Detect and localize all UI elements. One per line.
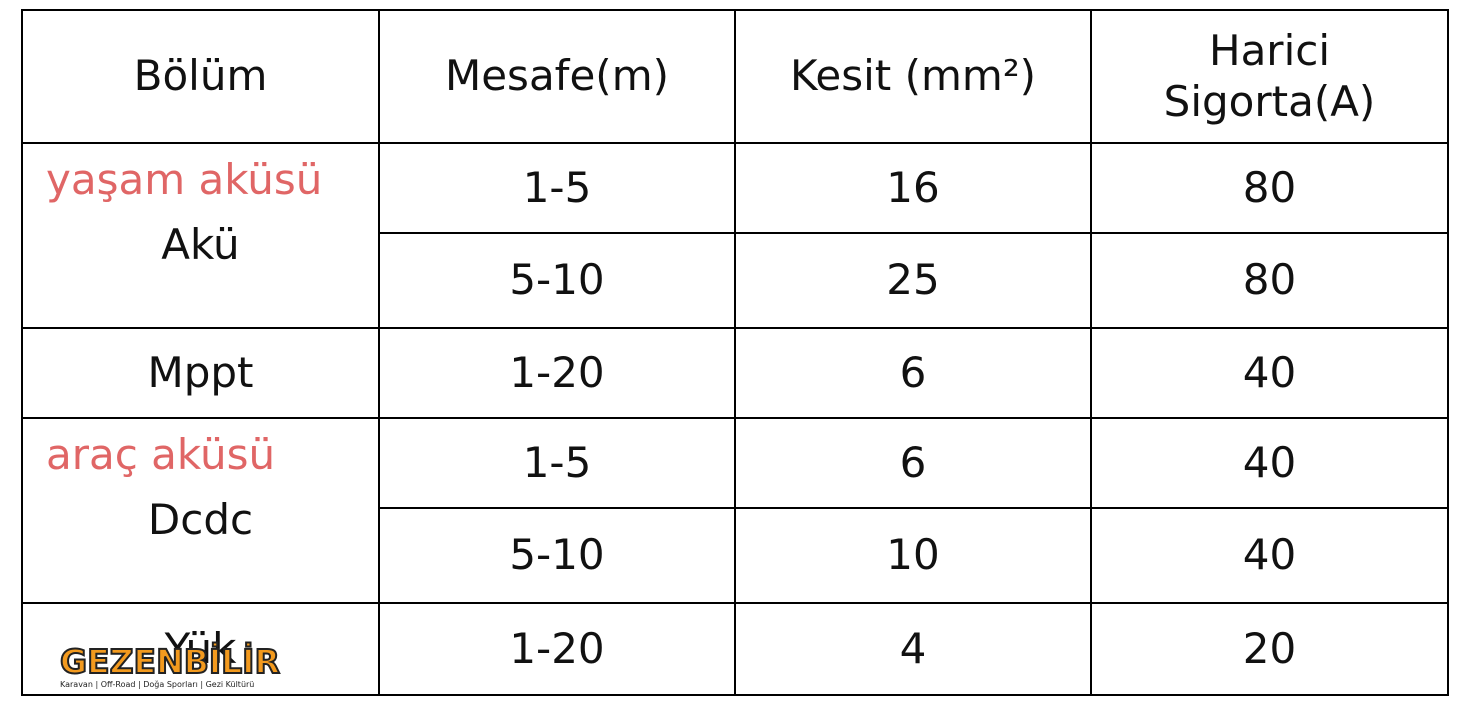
table-cell: 1-20: [509, 347, 605, 397]
header-text: Kesit (mm²): [789, 51, 1037, 101]
row-line: [379, 232, 1448, 234]
header-cell: Kesit (mm²): [735, 10, 1091, 143]
table-cell: 10: [886, 530, 940, 580]
annotation: araç aküsü: [46, 430, 276, 479]
row-line: [22, 142, 1448, 144]
table-cell: 4: [899, 623, 927, 673]
header-cell: Mesafe(m): [379, 10, 735, 143]
column-line: [378, 9, 380, 696]
section-label: Yük: [164, 623, 237, 673]
table-cell: 1-20: [509, 623, 605, 673]
table-cell: 80: [1242, 255, 1297, 305]
column-line: [1447, 9, 1449, 696]
annotation: yaşam aküsü: [46, 155, 323, 204]
column-line: [1090, 9, 1092, 696]
section-label: Mppt: [147, 347, 254, 397]
table-cell: 1-5: [522, 437, 592, 487]
table-cell: 5-10: [509, 255, 605, 305]
row-line: [22, 327, 1448, 329]
table-cell: 6: [899, 437, 927, 487]
section-label: Akü: [161, 220, 240, 270]
row-line: [22, 417, 1448, 419]
header-cell: Bölüm: [22, 10, 379, 143]
table-cell: 25: [886, 255, 940, 305]
logo-title: GEZENBİLİR: [59, 642, 281, 681]
row-line: [22, 602, 1448, 604]
header-cell: Harici Sigorta(A): [1091, 10, 1448, 143]
row-line: [379, 507, 1448, 509]
row-line: [22, 694, 1448, 696]
table-cell: 20: [1242, 623, 1297, 673]
table-cell: 1-5: [522, 162, 592, 212]
table-cell: 16: [886, 162, 940, 212]
column-line: [21, 9, 23, 696]
table-cell: 40: [1242, 437, 1297, 487]
header-text: Mesafe(m): [444, 51, 669, 101]
table-cell: 40: [1242, 347, 1297, 397]
table-cell: 5-10: [509, 530, 605, 580]
header-text: Harici Sigorta(A): [1163, 26, 1376, 126]
header-text: Bölüm: [133, 51, 268, 101]
logo-subtitle: Karavan | Off-Road | Doğa Sporları | Gez…: [60, 680, 255, 689]
table-cell: 6: [899, 347, 927, 397]
section-label: Dcdc: [147, 495, 254, 545]
table-cell: 40: [1242, 530, 1297, 580]
table-cell: 80: [1242, 162, 1297, 212]
logo: GEZENBİLİR Karavan | Off-Road | Doğa Spo…: [59, 642, 290, 690]
column-line: [734, 9, 736, 696]
row-line: [22, 9, 1448, 11]
